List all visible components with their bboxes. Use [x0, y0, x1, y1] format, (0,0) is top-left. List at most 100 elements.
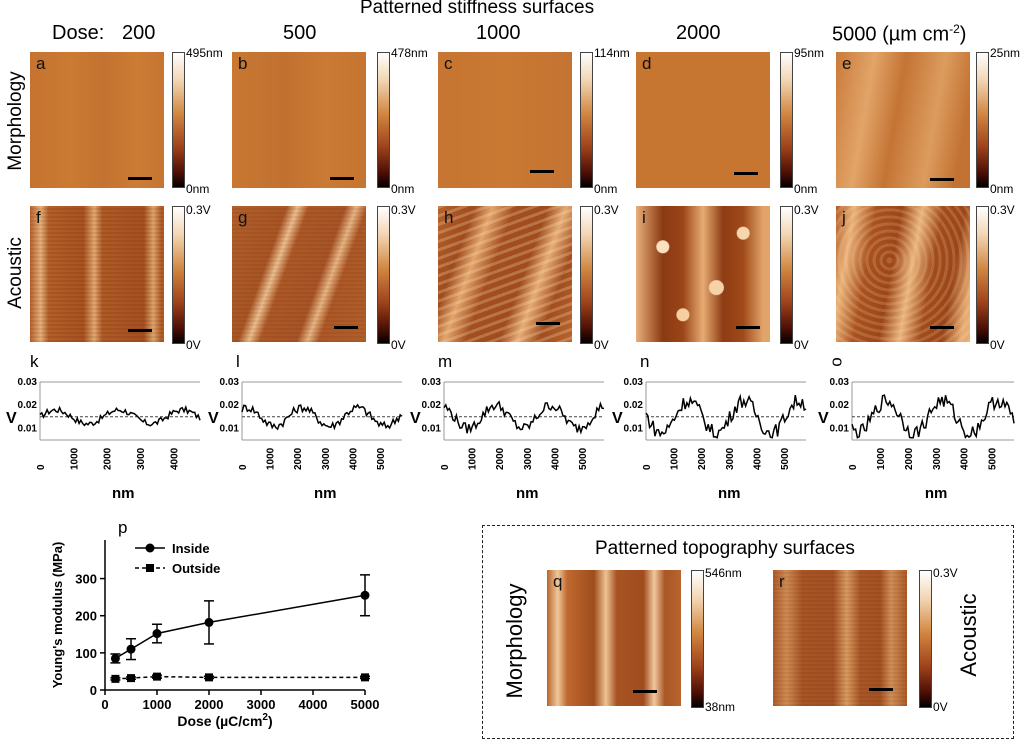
panel-letter-o: o	[826, 357, 846, 367]
y-tick-label: 0.01	[18, 423, 38, 434]
scale-bar	[734, 172, 758, 175]
x-axis-label: nm	[718, 485, 741, 500]
colorbar-e	[976, 52, 989, 188]
series-line-inside	[115, 594, 366, 660]
row-label-morphology: Morphology	[5, 71, 26, 171]
y-tick-label: 0.03	[18, 377, 38, 388]
colorbar-max-g: 0.3V	[391, 203, 416, 217]
y-tick-label: 100	[75, 646, 97, 661]
y-tick-label: 0.01	[422, 423, 442, 434]
colorbar-min-i: 0V	[794, 338, 809, 352]
y-axis-label: V	[6, 410, 17, 427]
panel-letter-k: k	[30, 352, 39, 371]
colorbar-min-a: 0nm	[186, 182, 210, 196]
x-tick-label: 4000	[752, 447, 763, 470]
panel-letter: f	[36, 208, 41, 227]
figure-title: Patterned stiffness surfaces	[360, 0, 595, 18]
acoustic-image-h: h	[438, 206, 572, 342]
x-tick-label: 3000	[523, 447, 534, 470]
dose-label: Dose:	[52, 22, 105, 44]
x-tick-label: 5000	[376, 447, 387, 470]
morph-image-e: e	[836, 52, 970, 188]
y-tick-label: 0.02	[422, 400, 442, 411]
colorbar-min-g: 0V	[391, 338, 406, 352]
colorbar-min-f: 0V	[186, 338, 201, 352]
panel-letter: d	[642, 54, 652, 73]
y-tick-label: 200	[75, 609, 97, 624]
x-tick-label: 0	[101, 697, 108, 712]
x-tick-label: 2000	[904, 447, 915, 470]
x-tick-label: 1000	[670, 447, 681, 470]
acoustic-image-i: i	[636, 206, 770, 342]
scale-bar	[633, 690, 657, 693]
colorbar-min-r: 0V	[933, 700, 948, 714]
panel-letter: i	[642, 208, 646, 227]
x-tick-label: 4000	[348, 447, 359, 470]
scale-bar	[736, 326, 760, 329]
colorbar-min-e: 0nm	[990, 182, 1014, 196]
x-tick-label: 4000	[550, 447, 561, 470]
colorbar-max-f: 0.3V	[186, 203, 211, 217]
acoustic-image-f: f	[30, 206, 164, 342]
data-point-inside	[110, 653, 120, 663]
colorbar-d	[780, 52, 793, 188]
data-point-outside	[361, 673, 369, 682]
y-tick-label: 0.02	[830, 400, 850, 411]
x-tick-label: 1000	[468, 447, 479, 470]
x-tick-label: 5000	[988, 447, 999, 470]
morph-image-c: c	[438, 52, 572, 188]
colorbar-c	[580, 52, 593, 188]
panel-letter-p: p	[118, 518, 127, 537]
topo-morph-image-q: q	[547, 570, 681, 706]
x-tick-label: 2000	[293, 447, 304, 470]
data-point-outside	[153, 672, 161, 681]
panel-letter: c	[444, 54, 453, 73]
y-tick-label: 0	[90, 683, 97, 698]
x-axis-label: nm	[112, 485, 135, 500]
x-tick-label: 5000	[578, 447, 589, 470]
legend-marker	[146, 564, 154, 572]
topography-box: Patterned topography surfaces Morphology…	[482, 525, 1014, 739]
data-point-inside	[126, 644, 136, 654]
profile-trace	[851, 394, 1015, 439]
morph-image-b: b	[232, 52, 366, 188]
x-axis-label: Dose (µC/cm2)	[177, 712, 272, 729]
y-tick-label: 0.03	[220, 377, 240, 388]
x-tick-label: 0	[440, 464, 451, 470]
x-tick-label: 3000	[321, 447, 332, 470]
panel-letter: e	[842, 54, 852, 73]
colorbar-h	[580, 206, 593, 344]
scale-bar	[530, 170, 554, 173]
acoustic-image-j: j	[836, 206, 970, 342]
x-axis-label: nm	[314, 485, 337, 500]
row-label-acoustic: Acoustic	[5, 237, 26, 309]
panel-letter-m: m	[438, 352, 453, 371]
data-point-inside	[204, 617, 214, 627]
colorbar-r	[919, 570, 932, 708]
panel-letter: h	[444, 208, 454, 227]
y-tick-label: 300	[75, 572, 97, 587]
topo-morphology-label: Morphology	[502, 583, 527, 699]
colorbar-g	[377, 206, 390, 344]
x-tick-label: 4000	[299, 697, 328, 712]
scale-bar	[536, 322, 560, 325]
data-point-outside	[205, 673, 213, 682]
x-tick-label: 1000	[143, 697, 172, 712]
dose-200: 200	[122, 22, 156, 44]
colorbar-i	[780, 206, 793, 344]
x-axis-label: nm	[925, 485, 948, 500]
data-point-outside	[127, 674, 135, 683]
colorbar-min-q: 38nm	[705, 700, 736, 714]
y-axis-label: Young's modulus (MPa)	[50, 542, 65, 689]
legend-label-inside: Inside	[172, 541, 210, 556]
scale-bar	[128, 329, 152, 332]
profile-trace	[443, 400, 605, 435]
x-tick-label: 1000	[69, 447, 80, 470]
morph-image-a: a	[30, 52, 164, 188]
x-tick-label: 0	[642, 464, 653, 470]
colorbar-q	[691, 570, 704, 708]
panel-letter: a	[36, 54, 46, 73]
x-tick-label: 2000	[697, 447, 708, 470]
x-tick-label: 0	[848, 464, 859, 470]
